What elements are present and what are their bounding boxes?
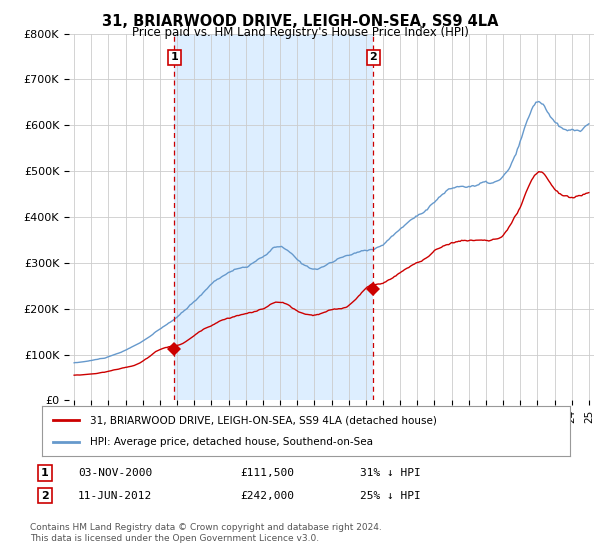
Text: 11-JUN-2012: 11-JUN-2012 (78, 491, 152, 501)
Text: 31, BRIARWOOD DRIVE, LEIGH-ON-SEA, SS9 4LA: 31, BRIARWOOD DRIVE, LEIGH-ON-SEA, SS9 4… (102, 14, 498, 29)
Text: 31, BRIARWOOD DRIVE, LEIGH-ON-SEA, SS9 4LA (detached house): 31, BRIARWOOD DRIVE, LEIGH-ON-SEA, SS9 4… (89, 415, 436, 425)
Text: £111,500: £111,500 (240, 468, 294, 478)
Text: 25% ↓ HPI: 25% ↓ HPI (360, 491, 421, 501)
Text: 2: 2 (41, 491, 49, 501)
Text: 1: 1 (41, 468, 49, 478)
Text: £242,000: £242,000 (240, 491, 294, 501)
Text: 1: 1 (170, 53, 178, 63)
Text: Price paid vs. HM Land Registry's House Price Index (HPI): Price paid vs. HM Land Registry's House … (131, 26, 469, 39)
Text: 31% ↓ HPI: 31% ↓ HPI (360, 468, 421, 478)
Text: HPI: Average price, detached house, Southend-on-Sea: HPI: Average price, detached house, Sout… (89, 437, 373, 447)
Text: Contains HM Land Registry data © Crown copyright and database right 2024.
This d: Contains HM Land Registry data © Crown c… (30, 524, 382, 543)
Text: 03-NOV-2000: 03-NOV-2000 (78, 468, 152, 478)
Text: 2: 2 (370, 53, 377, 63)
Bar (175, 34, 373, 400)
